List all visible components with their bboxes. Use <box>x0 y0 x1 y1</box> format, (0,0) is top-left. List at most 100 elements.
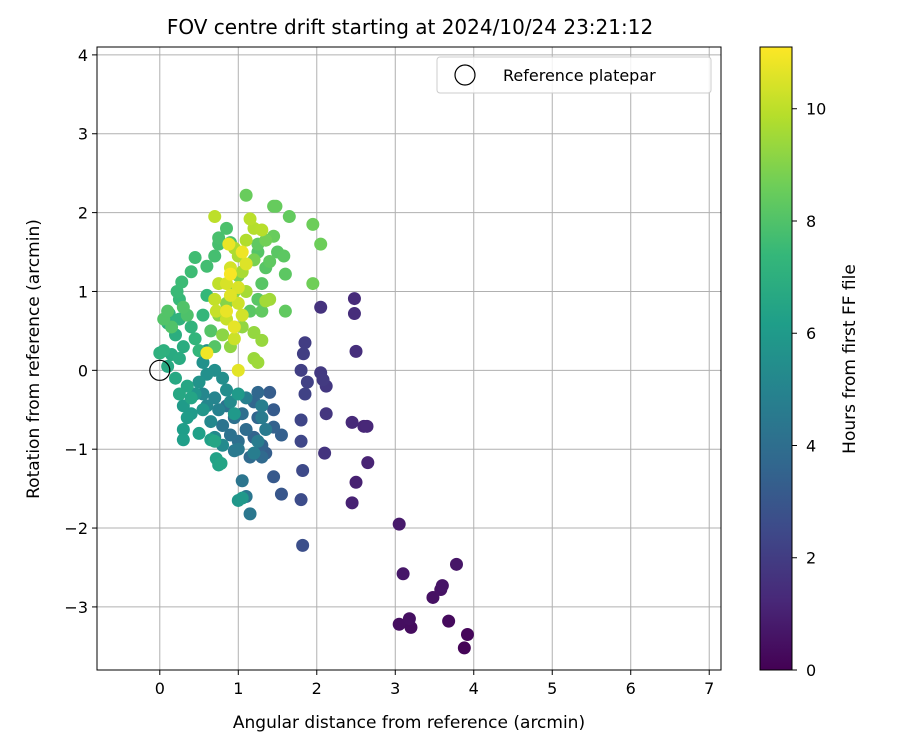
scatter-point <box>235 308 249 322</box>
scatter-point <box>161 304 175 318</box>
scatter-point <box>220 304 234 318</box>
scatter-point <box>227 320 241 334</box>
scatter-point <box>176 422 190 436</box>
scatter-point <box>460 628 474 642</box>
scatter-points <box>153 188 474 655</box>
scatter-point <box>223 267 237 281</box>
scatter-point <box>223 288 237 302</box>
y-tick-label: 1 <box>78 282 88 301</box>
x-tick-label: 6 <box>626 679 636 698</box>
colorbar-tick-label: 0 <box>806 661 816 680</box>
scatter-point <box>345 496 359 510</box>
legend: Reference platepar <box>436 56 712 94</box>
scatter-point <box>208 210 222 224</box>
scatter-point <box>306 217 320 231</box>
scatter-point <box>212 403 226 417</box>
scatter-point <box>294 493 308 507</box>
scatter-point <box>274 487 288 501</box>
scatter-point <box>176 433 190 447</box>
scatter-point <box>259 233 273 247</box>
scatter-point <box>296 347 310 361</box>
legend-entry-reference-platepar: Reference platepar <box>503 66 656 85</box>
scatter-point <box>235 474 249 488</box>
scatter-point <box>212 231 226 245</box>
scatter-point <box>442 614 456 628</box>
scatter-point <box>294 363 308 377</box>
scatter-point <box>402 612 416 626</box>
scatter-point <box>392 617 406 631</box>
scatter-point <box>176 300 190 314</box>
scatter-point <box>192 426 206 440</box>
scatter-point <box>349 475 363 489</box>
x-tick-label: 7 <box>704 679 714 698</box>
scatter-point <box>227 444 241 458</box>
scatter-point <box>243 507 257 521</box>
scatter-point <box>251 385 265 399</box>
scatter-point <box>168 371 182 385</box>
scatter-point <box>184 320 198 334</box>
scatter-point <box>278 267 292 281</box>
y-tick-label: 4 <box>78 46 88 65</box>
scatter-point <box>247 325 261 339</box>
scatter-point <box>269 199 283 213</box>
x-tick-label: 4 <box>469 679 479 698</box>
scatter-point <box>227 332 241 346</box>
scatter-point <box>180 379 194 393</box>
scatter-point <box>188 332 202 346</box>
scatter-point <box>204 415 218 429</box>
y-tick-label: −1 <box>64 440 88 459</box>
colorbar: 0 2 4 6 8 10 Hours from first FF file <box>759 46 860 680</box>
scatter-point <box>165 320 179 334</box>
scatter-point <box>188 251 202 265</box>
scatter-point <box>267 403 281 417</box>
scatter-point <box>223 395 237 409</box>
scatter-point <box>231 281 245 295</box>
scatter-point <box>231 363 245 377</box>
scatter-point <box>282 210 296 224</box>
scatter-point <box>274 428 288 442</box>
scatter-point <box>209 304 223 318</box>
scatter-point <box>296 463 310 477</box>
scatter-point <box>259 294 273 308</box>
scatter-point <box>216 419 230 433</box>
scatter-point <box>263 255 277 269</box>
scatter-point <box>204 324 218 338</box>
scatter-point <box>263 385 277 399</box>
colorbar-tick-label: 4 <box>806 436 816 455</box>
scatter-point <box>306 277 320 291</box>
scatter-point <box>192 375 206 389</box>
scatter-point <box>222 237 236 251</box>
colorbar-gradient <box>760 47 792 670</box>
scatter-point <box>223 428 237 442</box>
scatter-point <box>296 538 310 552</box>
x-tick-label: 2 <box>312 679 322 698</box>
scatter-point <box>220 383 234 397</box>
scatter-point <box>251 434 265 448</box>
scatter-point <box>208 249 222 263</box>
scatter-point <box>361 456 375 470</box>
scatter-point <box>347 307 361 321</box>
scatter-point <box>319 407 333 421</box>
scatter-point <box>255 223 269 237</box>
y-tick-label: 2 <box>78 204 88 223</box>
y-tick-label: 0 <box>78 361 88 380</box>
scatter-point <box>172 387 186 401</box>
colorbar-tick-label: 2 <box>806 549 816 568</box>
colorbar-frame <box>759 46 793 671</box>
y-tick-label: 3 <box>78 125 88 144</box>
scatter-point <box>457 641 471 655</box>
y-axis-label: Rotation from reference (arcmin) <box>24 219 44 499</box>
scatter-point <box>184 391 198 405</box>
scatter-point <box>214 456 228 470</box>
scatter-point <box>277 249 291 263</box>
colorbar-label: Hours from first FF file <box>840 264 860 454</box>
scatter-point <box>314 300 328 314</box>
colorbar-tick-label: 10 <box>806 100 826 119</box>
scatter-point <box>314 237 328 251</box>
scatter-point <box>243 212 257 226</box>
scatter-point <box>176 340 190 354</box>
scatter-point <box>360 419 374 433</box>
scatter-point <box>435 579 449 593</box>
scatter-point <box>267 470 281 484</box>
x-axis-ticks: 0 1 2 3 4 5 6 7 <box>155 670 714 698</box>
